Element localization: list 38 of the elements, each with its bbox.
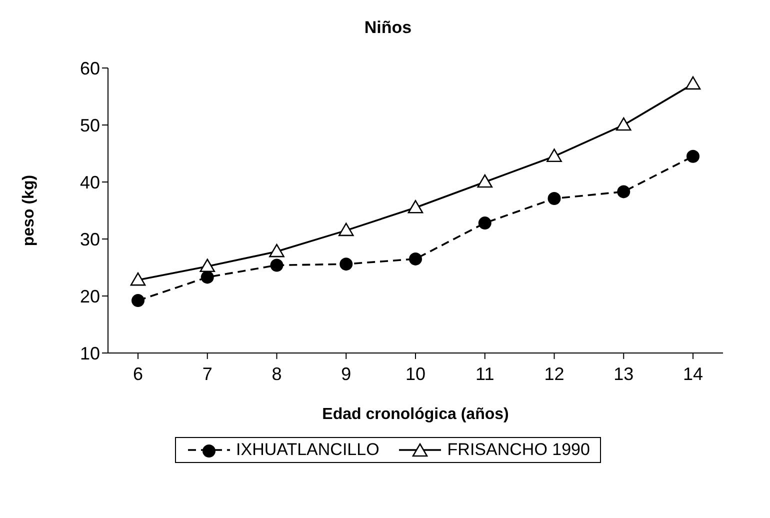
point bbox=[200, 270, 214, 284]
point bbox=[338, 222, 354, 236]
legend-label: IXHUATLANCILLO bbox=[236, 440, 380, 460]
y-axis-title: peso (kg) bbox=[20, 174, 38, 246]
x-tick-label: 12 bbox=[544, 364, 564, 384]
y-tick-label: 40 bbox=[80, 172, 100, 192]
legend-label: FRISANCHO 1990 bbox=[447, 440, 590, 460]
point bbox=[132, 294, 144, 308]
x-tick-label: 8 bbox=[272, 364, 282, 384]
point bbox=[685, 76, 701, 90]
y-tick-label: 20 bbox=[80, 286, 100, 306]
point bbox=[340, 258, 353, 271]
point bbox=[130, 272, 146, 286]
x-axis-title: Edad cronológica (años) bbox=[322, 406, 509, 423]
y-tick-label: 50 bbox=[80, 115, 100, 136]
x-tick-label: 11 bbox=[476, 364, 494, 384]
point bbox=[686, 150, 700, 163]
y-tick-label: 10 bbox=[80, 343, 100, 364]
x-tick-label: 9 bbox=[341, 364, 352, 384]
x-tick-label: 10 bbox=[405, 364, 426, 384]
point bbox=[408, 200, 424, 214]
point bbox=[200, 258, 216, 272]
chart-title: Niños bbox=[363, 17, 413, 39]
point bbox=[617, 185, 630, 198]
point bbox=[269, 244, 284, 258]
x-tick-label: 6 bbox=[132, 364, 144, 384]
y-tick-label: 30 bbox=[80, 229, 100, 250]
y-tick-label: 60 bbox=[80, 58, 100, 78]
point bbox=[548, 192, 561, 206]
point bbox=[409, 252, 422, 266]
x-tick-label: 7 bbox=[202, 364, 212, 384]
point bbox=[477, 174, 493, 188]
x-tick-label: 13 bbox=[614, 364, 634, 384]
x-tick-label: 14 bbox=[682, 364, 704, 384]
point bbox=[478, 216, 492, 230]
point bbox=[546, 148, 562, 162]
point bbox=[616, 117, 632, 131]
point bbox=[270, 258, 284, 272]
